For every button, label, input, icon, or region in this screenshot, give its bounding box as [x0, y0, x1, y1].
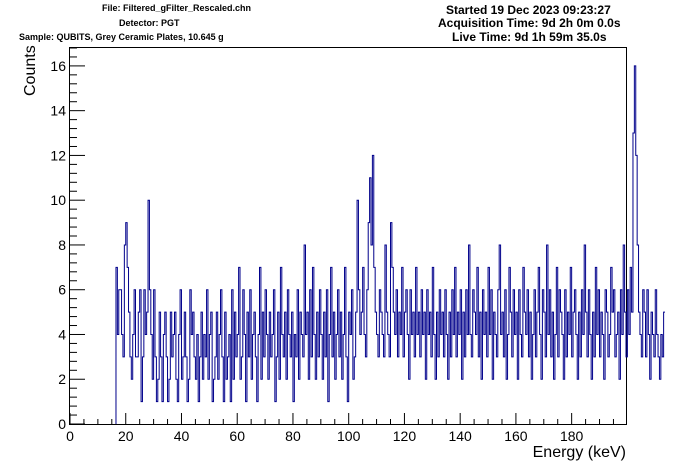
x-tick-label: 0	[66, 428, 74, 444]
y-tick-label: 14	[50, 103, 66, 119]
x-tick-label: 140	[448, 428, 472, 444]
plot-frame	[69, 47, 627, 425]
x-tick-label: 160	[504, 428, 528, 444]
header-detector: Detector: PGT	[119, 18, 180, 28]
header-live-time: Live Time: 9d 1h 59m 35.0s	[452, 30, 607, 44]
y-tick-label: 10	[50, 192, 66, 208]
header-started: Started 19 Dec 2023 09:23:27	[446, 3, 611, 17]
y-tick-label: 6	[58, 282, 66, 298]
y-axis: 0 2 4 6 8 10 12 14 16	[50, 47, 85, 432]
y-tick-label: 0	[58, 416, 66, 432]
y-tick-label: 8	[58, 237, 66, 253]
x-tick-label: 120	[393, 428, 417, 444]
header-acquisition: Acquisition Time: 9d 2h 0m 0.0s	[438, 16, 621, 30]
y-axis-title: Counts	[22, 45, 39, 96]
x-tick-label: 60	[229, 428, 245, 444]
x-tick-label: 20	[118, 428, 134, 444]
y-tick-label: 12	[50, 147, 66, 163]
counts-histogram	[115, 65, 666, 424]
x-axis: 0 20 40 60 80 100 120 140 160 180	[66, 413, 614, 444]
x-tick-label: 40	[174, 428, 190, 444]
header-file: File: Filtered_gFilter_Rescaled.chn	[102, 3, 252, 13]
y-tick-label: 4	[58, 326, 66, 342]
x-tick-label: 180	[560, 428, 584, 444]
x-tick-label: 100	[337, 428, 361, 444]
y-tick-label: 16	[50, 58, 66, 74]
x-axis-title: Energy (keV)	[533, 444, 626, 461]
header-sample: Sample: QUBITS, Grey Ceramic Plates, 10.…	[19, 32, 224, 42]
x-tick-label: 80	[285, 428, 301, 444]
y-tick-label: 2	[58, 371, 66, 387]
